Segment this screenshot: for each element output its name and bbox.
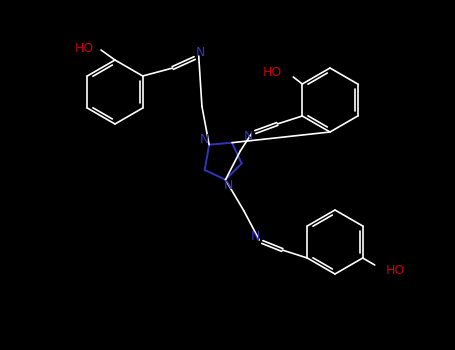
Text: N: N [199,133,209,146]
Text: HO: HO [75,42,94,55]
Text: HO: HO [263,65,282,78]
Text: N: N [224,179,233,192]
Text: N: N [251,231,260,244]
Text: N: N [243,130,253,142]
Text: N: N [196,47,205,60]
Text: HO: HO [386,264,405,276]
